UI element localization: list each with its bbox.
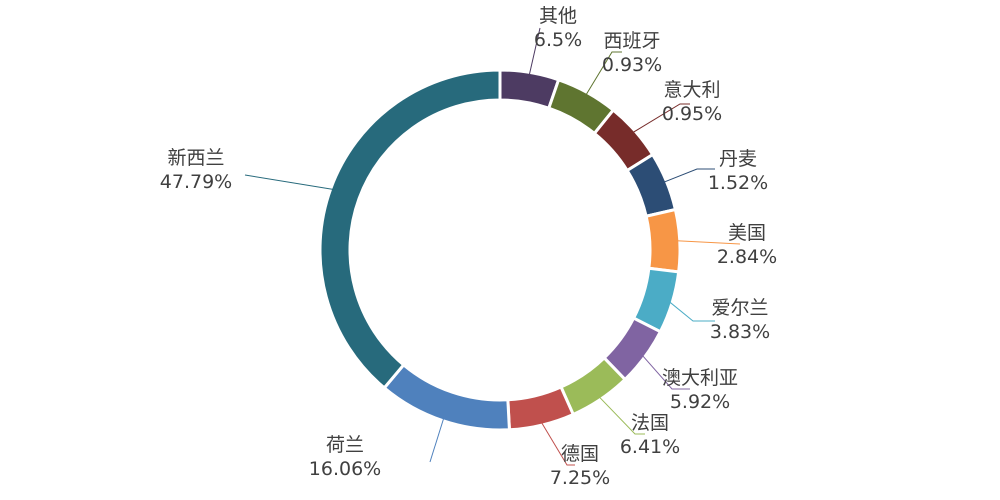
donut-slices [318,68,682,432]
leader-line-5 [676,240,741,245]
slice-value-2: 0.93% [602,54,662,76]
slice-9 [506,385,576,432]
leader-line-10 [429,417,445,463]
slice-label-1: 其他 [539,5,577,27]
slice-label-6: 爱尔兰 [711,297,768,319]
slice-label-10: 荷兰 [326,434,364,456]
slice-value-1: 6.5% [534,29,582,51]
leader-line-8 [598,396,645,435]
slice-5 [644,207,682,274]
slice-value-9: 7.25% [550,467,610,489]
slice-value-11: 47.79% [160,171,232,193]
slice-value-8: 6.41% [620,436,680,458]
slice-value-6: 3.83% [710,321,770,343]
slice-11 [318,68,502,391]
slice-value-10: 16.06% [309,458,381,480]
slice-label-4: 丹麦 [719,148,757,170]
slice-label-2: 西班牙 [603,30,660,52]
slice-label-9: 德国 [561,443,599,465]
slice-value-5: 2.84% [717,246,777,268]
leader-line-6 [668,301,715,322]
slice-label-7: 澳大利亚 [662,367,738,389]
slice-value-7: 5.92% [670,391,730,413]
leader-lines [244,27,741,466]
slice-label-11: 新西兰 [167,147,224,169]
slice-10 [382,362,511,432]
leader-line-9 [540,421,575,466]
slice-label-3: 意大利 [663,79,720,101]
leader-line-7 [641,354,690,390]
leader-line-3 [632,103,690,134]
slice-label-8: 法国 [631,412,669,434]
leader-line-11 [244,174,334,190]
leader-line-4 [663,168,715,183]
leader-line-1 [528,27,541,76]
leader-line-2 [585,51,622,96]
slice-label-5: 美国 [728,222,766,244]
slice-value-4: 1.52% [708,172,768,194]
slice-value-3: 0.95% [662,103,722,125]
